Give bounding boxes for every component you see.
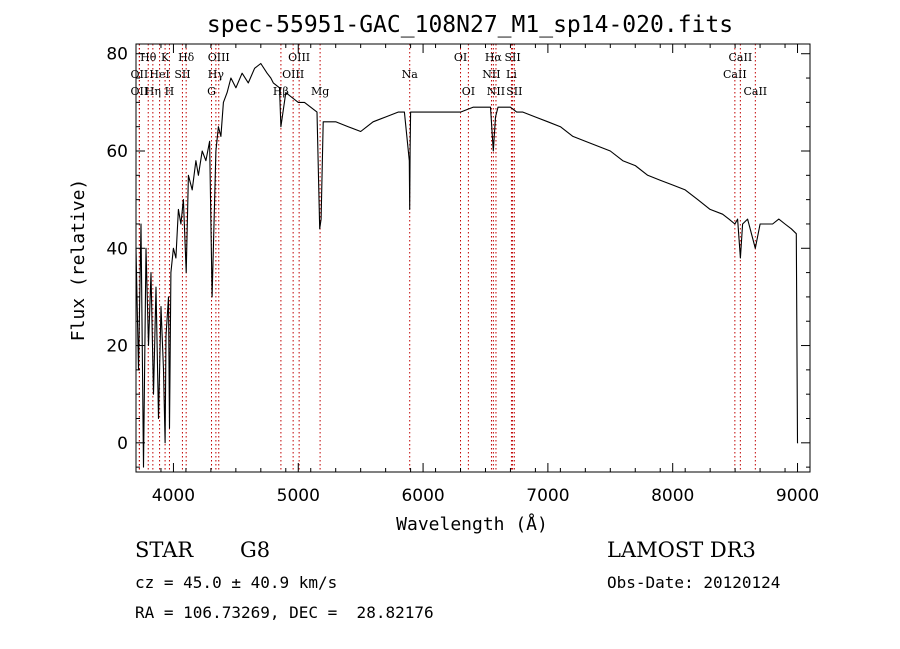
object-class: STAR [135, 538, 194, 562]
spectral-line-label: H [165, 85, 175, 98]
spectral-line-label: Mg [311, 85, 329, 98]
spectral-line-label: NII [487, 85, 505, 98]
y-tick-label: 20 [106, 337, 128, 357]
obs-date: Obs-Date: 20120124 [607, 573, 781, 592]
x-tick-label: 4000 [152, 486, 195, 506]
y-tick-label: 60 [106, 142, 128, 162]
spectral-line-label: K [161, 51, 170, 64]
axes: 4000 5000 6000 7000 8000 9000 0 20 40 60 80 [106, 44, 819, 506]
spectral-line-label: OI [462, 85, 475, 98]
chart-title: spec-55951-GAC_108N27_M1_sp14-020.fits [207, 12, 733, 38]
spectral-line-label: SII [506, 85, 522, 98]
spectral-line-label: HeI [149, 68, 169, 81]
redshift-cz: cz = 45.0 ± 40.9 km/s [135, 573, 338, 592]
spectral-line-label: Hδ [178, 51, 195, 64]
x-tick-label: 8000 [651, 486, 694, 506]
x-axis-label: Wavelength (Å) [396, 513, 548, 535]
spectral-line-label: OI [454, 51, 467, 64]
spectral-line-labels: Hθ OII OII K HeI Hη Hδ SII H OIII Hγ G Hβ OIII OIII Mg N… [131, 51, 768, 98]
spectrum-series [135, 62, 799, 468]
plot-frame [135, 43, 811, 473]
x-tick-label: 9000 [776, 486, 819, 506]
spectral-line-label: CaII [743, 85, 767, 98]
y-tick-label: 40 [106, 239, 128, 259]
spectral-line-label: Hβ [273, 85, 289, 98]
spectral-line-label: Na [402, 68, 419, 81]
spectral-line-label: Li [506, 68, 517, 81]
spectral-line-label: NII [482, 68, 500, 81]
y-tick-label: 0 [117, 434, 128, 454]
x-tick-label: 5000 [277, 486, 320, 506]
spectral-line-label: G [207, 85, 216, 98]
spectral-line-label: OII [131, 85, 149, 98]
spectral-line-label: OIII [282, 68, 304, 81]
survey-name: LAMOST DR3 [607, 538, 756, 562]
spectral-line-label: Hη [145, 85, 161, 98]
spectral-line-label: Hθ [140, 51, 157, 64]
y-tick-label: 80 [106, 45, 128, 65]
spectral-line-label: OII [131, 68, 149, 81]
x-tick-label: 6000 [401, 486, 444, 506]
spectral-line-label: SII [504, 51, 520, 64]
spectral-line-label: Hα [485, 51, 503, 64]
object-subclass: G8 [240, 538, 271, 562]
spectral-line-label: SII [174, 68, 190, 81]
spectral-line-label: CaII [729, 51, 753, 64]
y-axis-label: Flux (relative) [68, 179, 89, 342]
spectral-line-label: OIII [208, 51, 230, 64]
spectral-line-markers [138, 44, 756, 472]
spectral-line-label: Hγ [208, 68, 225, 81]
spectral-line-label: OIII [288, 51, 310, 64]
spectrum-line [135, 62, 799, 468]
spectral-line-label: CaII [723, 68, 747, 81]
coordinates: RA = 106.73269, DEC = 28.82176 [135, 603, 434, 622]
x-tick-label: 7000 [526, 486, 569, 506]
